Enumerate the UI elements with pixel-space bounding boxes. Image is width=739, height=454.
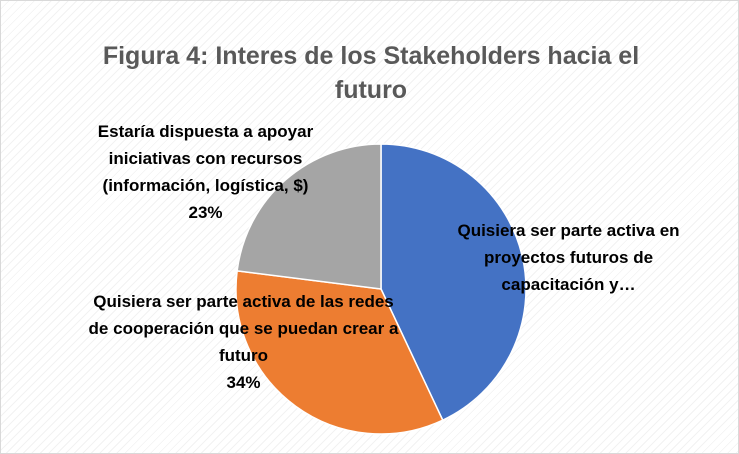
data-label: Estaría dispuesta a apoyar iniciativas c… — [63, 118, 348, 226]
pie-slice — [380, 143, 527, 422]
value-label: 23% — [188, 203, 223, 222]
pie-slice — [236, 143, 382, 290]
label-text: Quisiera ser parte activa en proyectos f… — [457, 221, 680, 294]
data-label: Quisiera ser parte activa en proyectos f… — [441, 217, 696, 298]
pie-slice — [235, 269, 444, 435]
data-label: Quisiera ser parte activa de las redes d… — [81, 288, 406, 396]
label-text: Quisiera ser parte activa de las redes d… — [88, 292, 399, 365]
label-text: Estaría dispuesta a apoyar iniciativas c… — [97, 122, 314, 195]
value-label: 34% — [226, 373, 261, 392]
chart-title: Figura 4: Interes de los Stakeholders ha… — [102, 42, 640, 104]
